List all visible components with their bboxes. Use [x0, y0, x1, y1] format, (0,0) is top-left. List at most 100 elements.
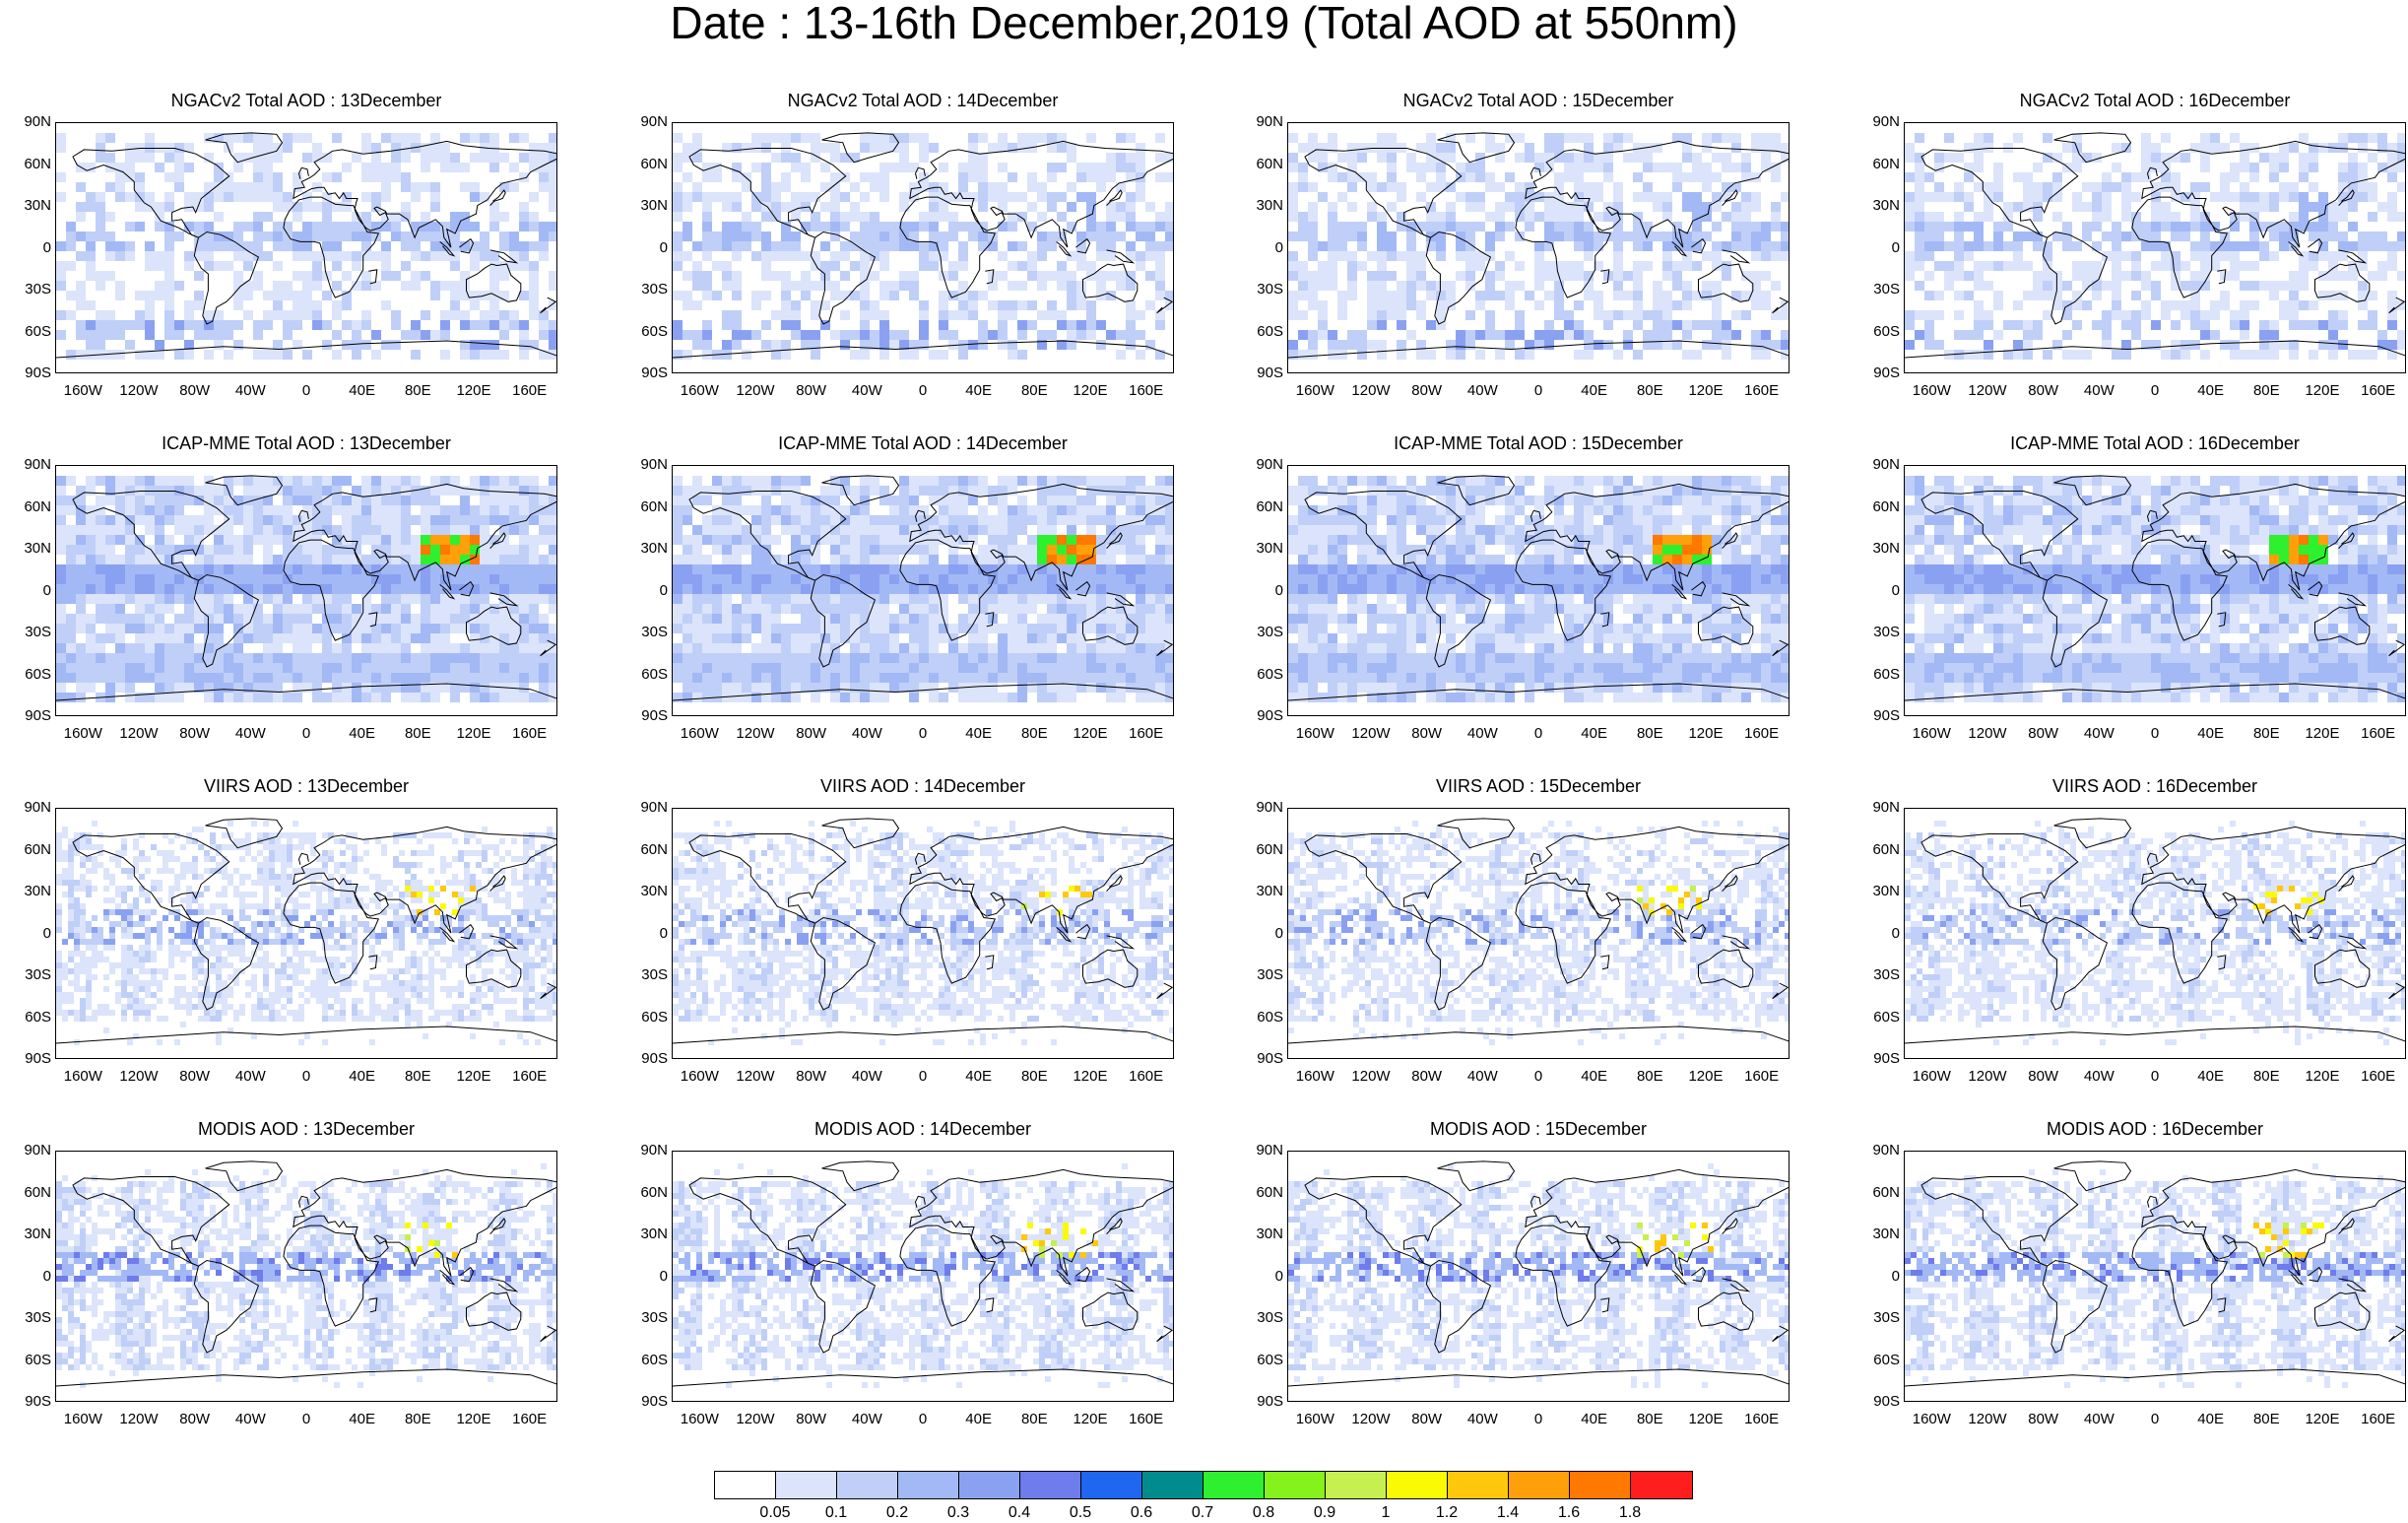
lon-label-80e: 80E — [1620, 725, 1679, 742]
coastlines — [1288, 1160, 1789, 1387]
lon-label-0: 0 — [2125, 1411, 2184, 1427]
lon-label-120w: 120W — [1341, 725, 1400, 742]
aod-field-map — [1905, 1160, 2405, 1388]
lon-label-0: 0 — [893, 382, 952, 399]
coastlines — [673, 475, 1173, 701]
lon-label-120e: 120E — [2293, 1068, 2352, 1085]
lat-label-eq: 0 — [0, 926, 51, 941]
map-panel: VIIRS AOD : 15December 90N 60N 30N 0 30S 60S 90… — [1232, 776, 1804, 1085]
lat-label-30n: 30N — [617, 198, 668, 213]
colorbar-tick-label: 1.6 — [1547, 1504, 1591, 1522]
map-frame — [1904, 465, 2406, 716]
lat-label-90n: 90N — [1849, 800, 1900, 815]
lon-label-80w: 80W — [165, 1411, 225, 1427]
colorbar-swatch — [837, 1472, 898, 1498]
lon-label-80w: 80W — [165, 382, 225, 399]
map-panel: MODIS AOD : 16December 90N 60N 30N 0 30S 60S 90… — [1849, 1119, 2408, 1427]
map-frame — [55, 1151, 557, 1402]
lon-label-40e: 40E — [2181, 382, 2241, 399]
lon-label-80e: 80E — [1005, 725, 1064, 742]
lat-label-90n: 90N — [1232, 1143, 1283, 1158]
aod-field-map — [1288, 1160, 1789, 1388]
lat-label-60n: 60N — [1232, 499, 1283, 514]
map-panel: NGACv2 Total AOD : 15December 90N 60N 30N 0 3… — [1232, 91, 1804, 399]
map-frame — [672, 1151, 1174, 1402]
lon-label-80w: 80W — [782, 1411, 841, 1427]
lat-label-30n: 30N — [1849, 541, 1900, 556]
lat-label-60n: 60N — [1849, 842, 1900, 857]
lon-label-120e: 120E — [444, 1068, 503, 1085]
lon-label-80w: 80W — [782, 1068, 841, 1085]
lat-label-60n: 60N — [617, 1185, 668, 1200]
lon-label-120w: 120W — [1958, 1411, 2017, 1427]
lon-label-120e: 120E — [1676, 1068, 1735, 1085]
map-panel: MODIS AOD : 15December 90N 60N 30N 0 30S 60S 90… — [1232, 1119, 1804, 1427]
lat-label-eq: 0 — [1232, 926, 1283, 941]
aod-field-map — [673, 1160, 1173, 1388]
lon-label-40w: 40W — [221, 1068, 280, 1085]
lat-label-30n: 30N — [1232, 541, 1283, 556]
panel-title: ICAP-MME Total AOD : 13December — [55, 433, 557, 453]
lon-label-120e: 120E — [1061, 725, 1120, 742]
lat-label-60n: 60N — [617, 842, 668, 857]
panel-title: NGACv2 Total AOD : 15December — [1287, 91, 1790, 110]
panel-title: VIIRS AOD : 15December — [1287, 776, 1790, 796]
lat-label-90s: 90S — [1232, 708, 1283, 723]
colorbar-ticks: 0.05 0.1 0.2 0.3 0.4 0.5 0.6 0.7 0.8 0.9 1 1.2 1.4 1.… — [714, 1499, 1693, 1523]
lon-label-80w: 80W — [2014, 1068, 2073, 1085]
lon-label-40e: 40E — [2181, 1068, 2241, 1085]
lat-label-90n: 90N — [1849, 114, 1900, 129]
map-frame — [1904, 122, 2406, 373]
lon-label-80e: 80E — [1620, 1411, 1679, 1427]
lat-label-eq: 0 — [1849, 583, 1900, 598]
panel-title: NGACv2 Total AOD : 16December — [1904, 91, 2406, 110]
lat-label-90s: 90S — [1849, 1394, 1900, 1409]
lon-label-80w: 80W — [1398, 1068, 1457, 1085]
lon-label-120w: 120W — [726, 1068, 785, 1085]
lat-label-30s: 30S — [617, 625, 668, 639]
lat-label-60n: 60N — [617, 499, 668, 514]
map-frame — [1287, 122, 1790, 373]
colorbar-tick-label: 0.4 — [998, 1504, 1041, 1522]
lon-label-160w: 160W — [53, 1068, 112, 1085]
coastlines — [56, 1160, 556, 1387]
lon-label-120e: 120E — [444, 1411, 503, 1427]
colorbar-swatches — [714, 1471, 1693, 1499]
lon-label-120w: 120W — [1341, 382, 1400, 399]
lon-label-80e: 80E — [388, 1068, 447, 1085]
lon-label-40e: 40E — [333, 1068, 392, 1085]
lat-label-90n: 90N — [617, 1143, 668, 1158]
panel-title: VIIRS AOD : 13December — [55, 776, 557, 796]
lat-label-90n: 90N — [1232, 800, 1283, 815]
lat-label-30n: 30N — [617, 884, 668, 898]
aod-field-map — [1905, 475, 2405, 702]
colorbar-swatch — [1142, 1472, 1204, 1498]
colorbar-swatch — [1326, 1472, 1387, 1498]
lat-label-90s: 90S — [1232, 365, 1283, 380]
panel-title: MODIS AOD : 14December — [672, 1119, 1174, 1139]
lon-label-120w: 120W — [726, 382, 785, 399]
lon-label-40w: 40W — [837, 1068, 896, 1085]
lat-label-eq: 0 — [0, 583, 51, 598]
colorbar-swatch — [1509, 1472, 1570, 1498]
lon-label-160w: 160W — [53, 1411, 112, 1427]
lon-label-40w: 40W — [2069, 1068, 2128, 1085]
aod-field-map — [56, 1160, 556, 1388]
panel-title: ICAP-MME Total AOD : 16December — [1904, 433, 2406, 453]
lon-label-80w: 80W — [2014, 1411, 2073, 1427]
lon-label-120w: 120W — [109, 725, 168, 742]
coastlines — [1288, 475, 1789, 701]
lon-label-40w: 40W — [221, 725, 280, 742]
lon-label-120w: 120W — [1341, 1068, 1400, 1085]
lon-label-80w: 80W — [165, 725, 225, 742]
lat-label-60s: 60S — [1849, 1010, 1900, 1025]
lon-label-40w: 40W — [837, 1411, 896, 1427]
map-panel: VIIRS AOD : 16December 90N 60N 30N 0 30S 60S 90… — [1849, 776, 2408, 1085]
map-frame — [672, 808, 1174, 1059]
lon-label-80w: 80W — [1398, 725, 1457, 742]
lon-label-160w: 160W — [1902, 725, 1961, 742]
coastlines — [56, 475, 556, 701]
lat-label-60s: 60S — [1232, 667, 1283, 682]
colorbar-tick-label: 0.8 — [1242, 1504, 1285, 1522]
